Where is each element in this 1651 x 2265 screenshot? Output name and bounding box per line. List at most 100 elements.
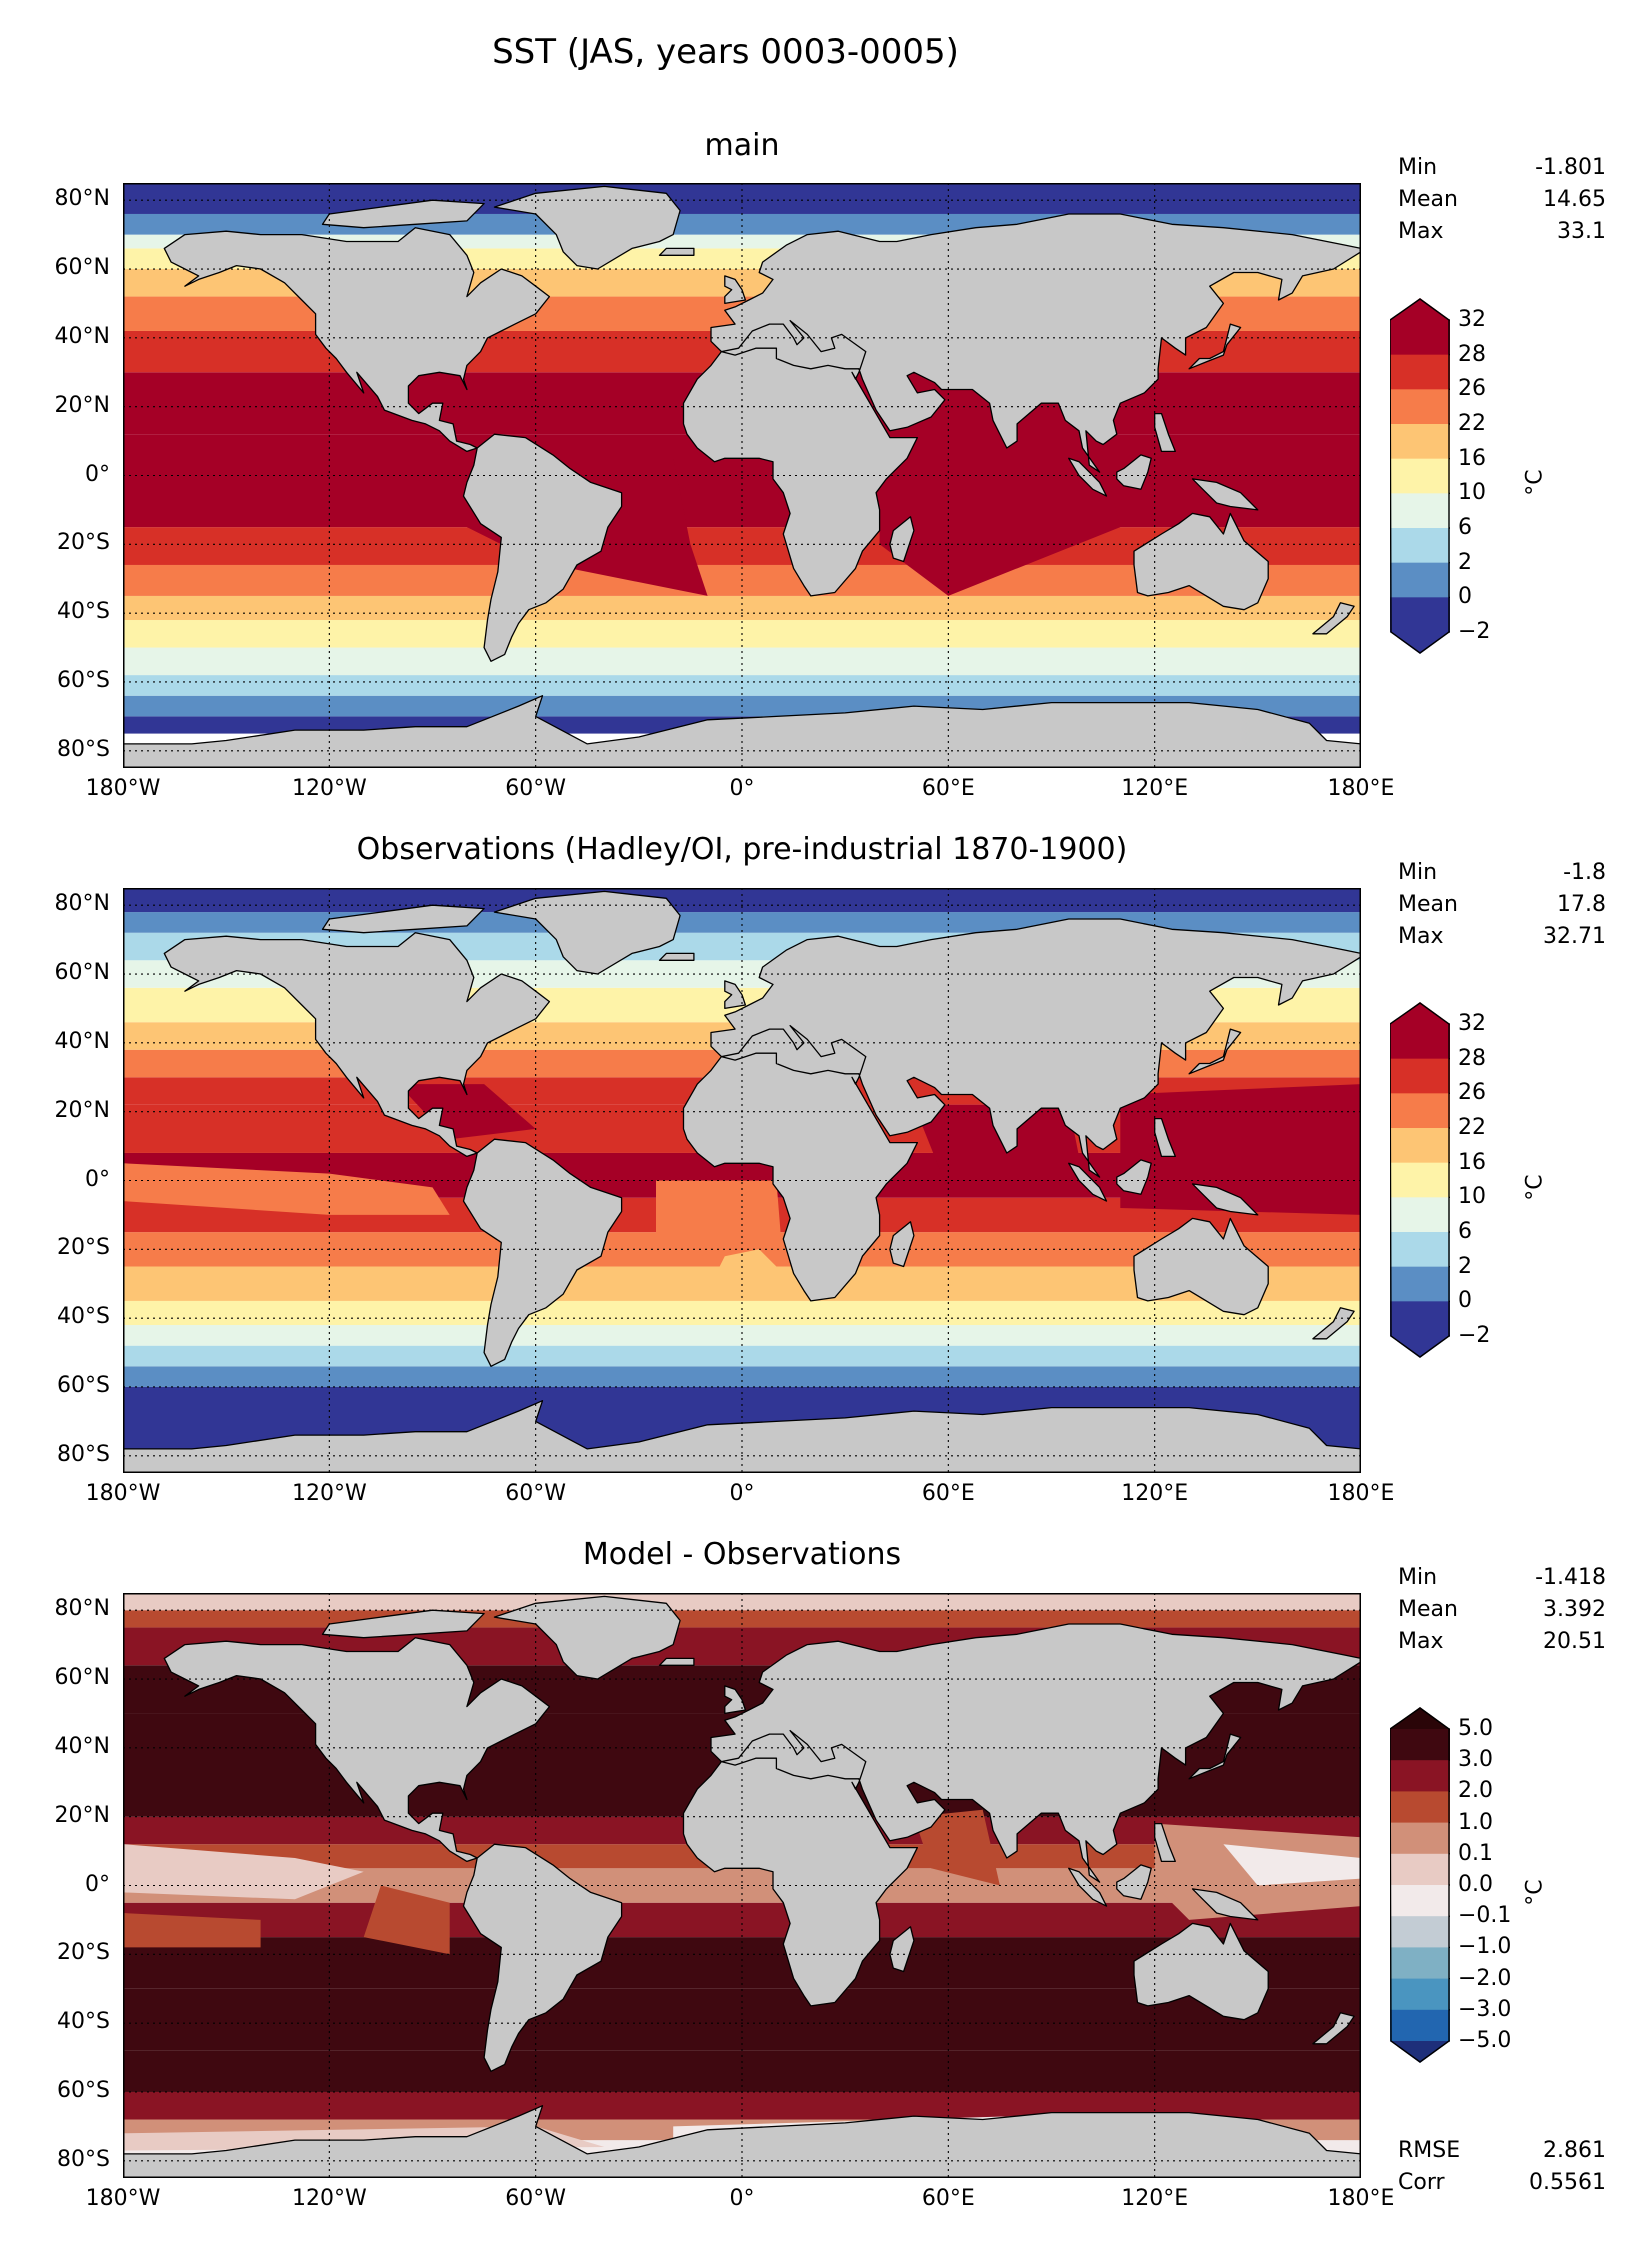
land-antarctica: [123, 695, 1361, 768]
land-madagascar: [889, 516, 915, 563]
stat-min-value: -1.8: [1563, 860, 1606, 885]
latitude-tick-label: 60°N: [54, 1665, 110, 1691]
land-australia: [1133, 1922, 1269, 2021]
colorbar-segment: [1390, 1024, 1450, 1060]
stat-mean-label: Mean: [1398, 187, 1458, 212]
land-newZealand: [1312, 602, 1355, 635]
latitude-tick-label: 0°: [85, 461, 110, 487]
colorbar-segment: [1390, 1301, 1450, 1337]
stat-min-value: -1.801: [1535, 155, 1606, 180]
longitude-tick-label: 0°: [729, 2186, 755, 2211]
colorbar-segment: [1390, 528, 1450, 564]
colorbar-tick-label: −0.1: [1458, 1903, 1512, 1929]
colorbar-tick-label: 0.1: [1458, 1840, 1493, 1866]
colorbar-segment: [1390, 1162, 1450, 1198]
latitude-tick-label: 40°S: [57, 599, 110, 625]
land-greenland: [493, 890, 681, 975]
colorbar-segment: [1390, 1232, 1450, 1268]
sst-contour-patch: [123, 1913, 261, 1948]
land-philippines: [1154, 412, 1176, 453]
sst-map-difference: [123, 1593, 1361, 2178]
longitude-tick-label: 180°W: [85, 1481, 161, 1506]
colorbar-tick-label: 22: [1458, 1115, 1486, 1140]
colorbar-unit-difference: °C: [1522, 1879, 1548, 1906]
map-frame: [123, 183, 1361, 768]
stat-mean-value: 17.8: [1557, 892, 1606, 917]
land-mask: [123, 1595, 1361, 2178]
colorbar-tick-label: 0: [1458, 584, 1472, 610]
colorbar-segment: [1390, 1760, 1450, 1792]
colorbar-segment: [1390, 1916, 1450, 1948]
stat-corr-value: 0.5561: [1529, 2170, 1606, 2195]
colorbar-extend-max: [1390, 298, 1450, 320]
land-borneo: [1116, 454, 1152, 490]
colorbar-tick-label: 6: [1458, 1219, 1472, 1244]
sst-contour-patch: [123, 1163, 450, 1215]
graticule: [123, 888, 1361, 1473]
longitude-tick-label: 120°E: [1121, 2186, 1189, 2211]
sst-contour-band: [123, 183, 1361, 214]
stat-rmse-value: 2.861: [1543, 2138, 1606, 2163]
stat-mean-label: Mean: [1398, 892, 1458, 917]
longitude-tick-label: 120°W: [291, 776, 367, 801]
longitude-tick-label: 180°E: [1327, 2186, 1395, 2211]
colorbar-tick-label: 2: [1458, 1253, 1472, 1279]
colorbar-segment: [1390, 1729, 1450, 1761]
land-philippines: [1154, 1117, 1176, 1158]
land-mask: [123, 890, 1361, 1473]
land-newGuinea: [1191, 478, 1259, 511]
colorbar-extend-max: [1390, 1002, 1450, 1024]
colorbar-segment: [1390, 1093, 1450, 1129]
colorbar-segment: [1390, 1822, 1450, 1855]
stat-max-label: Max: [1398, 1629, 1444, 1654]
longitude-tick-label: 180°W: [85, 776, 161, 801]
colorbar-segment: [1390, 1058, 1450, 1094]
colorbar-extend-min: [1390, 2041, 1450, 2063]
latitude-tick-label: 80°N: [54, 891, 110, 917]
stat-rmse-label: RMSE: [1398, 2138, 1461, 2163]
longitude-tick-label: 0°: [729, 1481, 755, 1506]
stat-min-value: -1.418: [1535, 1565, 1606, 1590]
longitude-tick-label: 120°E: [1121, 776, 1189, 801]
colorbar-observations: [1390, 1002, 1450, 1358]
colorbar-tick-label: −2: [1458, 1323, 1491, 1348]
sst-contour-band: [123, 675, 1361, 696]
latitude-tick-label: 0°: [85, 1871, 110, 1897]
land-greenland: [493, 1595, 681, 1680]
latitude-tick-label: 40°N: [54, 1733, 110, 1759]
colorbar-tick-label: −2.0: [1458, 1965, 1512, 1991]
latitude-tick-label: 60°S: [57, 667, 110, 693]
colorbar-segment: [1390, 424, 1450, 460]
land-africaEurasia: [682, 213, 1361, 597]
longitude-tick-label: 60°W: [505, 1481, 567, 1506]
latitude-tick-label: 60°N: [54, 960, 110, 986]
colorbar-extend-max: [1390, 1707, 1450, 1729]
land-arctic1: [321, 904, 485, 934]
land-northAmerica: [163, 227, 551, 453]
colorbar-segment: [1390, 1885, 1450, 1917]
colorbar-tick-label: 0: [1458, 1288, 1472, 1314]
colorbar-segment: [1390, 562, 1450, 598]
colorbar-segment: [1390, 1853, 1450, 1886]
sst-contour-band: [123, 1593, 1361, 1611]
latitude-tick-label: 40°S: [57, 1304, 110, 1330]
graticule: [123, 183, 1361, 768]
colorbar-extend-min: [1390, 632, 1450, 654]
land-iceland: [658, 247, 695, 256]
longitude-tick-label: 60°E: [921, 2186, 975, 2211]
land-uk: [724, 275, 747, 305]
land-arctic1: [321, 199, 485, 229]
land-arctic1: [321, 1609, 485, 1639]
colorbar-tick-label: −3.0: [1458, 1996, 1512, 2022]
latitude-tick-label: 20°N: [54, 1802, 110, 1828]
stat-max-label: Max: [1398, 924, 1444, 949]
land-madagascar: [889, 1221, 915, 1268]
land-mask: [123, 185, 1361, 768]
longitude-tick-label: 180°E: [1327, 776, 1395, 801]
land-borneo: [1116, 1159, 1152, 1195]
longitude-tick-label: 120°W: [291, 1481, 367, 1506]
graticule: [123, 1593, 1361, 2178]
colorbar-unit-main: °C: [1522, 469, 1548, 496]
latitude-tick-label: 60°S: [57, 1372, 110, 1398]
colorbar-segment: [1390, 1128, 1450, 1164]
